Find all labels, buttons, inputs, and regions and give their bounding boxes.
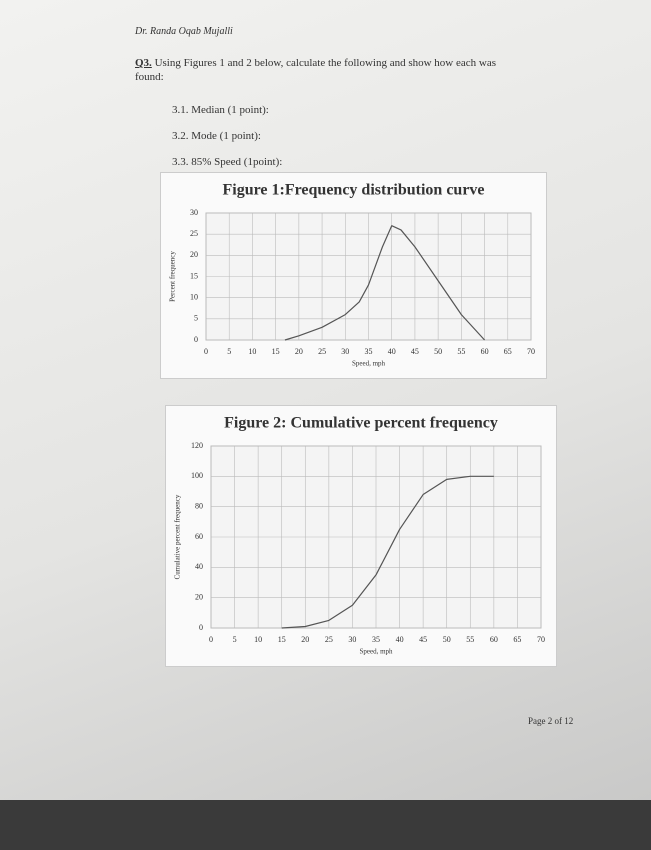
question-text: Using Figures 1 and 2 below, calculate t… xyxy=(135,57,496,83)
x-tick-label: 30 xyxy=(348,635,356,644)
item: 3.1. Median (1 point): xyxy=(172,104,269,116)
x-tick-label: 55 xyxy=(466,635,474,644)
y-tick-label: 100 xyxy=(191,471,203,480)
y-tick-label: 20 xyxy=(190,250,198,259)
curve xyxy=(284,225,486,341)
x-tick-label: 20 xyxy=(295,347,303,356)
y-tick-label: 15 xyxy=(190,271,198,280)
x-tick-label: 25 xyxy=(318,347,326,356)
x-tick-label: 0 xyxy=(209,635,213,644)
y-axis-label: Cumulative percent frequency xyxy=(174,494,182,579)
y-tick-label: 60 xyxy=(195,532,203,541)
figure-1: Figure 1:Frequency distribution curve 0 5 1… xyxy=(160,172,547,379)
y-tick-label: 0 xyxy=(199,623,203,632)
x-tick-label: 50 xyxy=(434,347,442,356)
x-tick-label: 50 xyxy=(443,635,451,644)
question-number: Q3. xyxy=(135,57,152,69)
x-tick-label: 15 xyxy=(278,635,286,644)
x-tick-label: 40 xyxy=(396,635,404,644)
y-tick-label: 5 xyxy=(194,314,198,323)
x-tick-label: 30 xyxy=(341,347,349,356)
x-axis-label: Speed, mph xyxy=(352,360,386,368)
figure-2: Figure 2: Cumulative percent frequency 0 2… xyxy=(165,405,557,667)
x-tick-label: 35 xyxy=(365,347,373,356)
x-tick-label: 35 xyxy=(372,635,380,644)
y-tick-label: 0 xyxy=(194,335,198,344)
y-tick-label: 25 xyxy=(190,229,198,238)
x-tick-label: 60 xyxy=(490,635,498,644)
chart-title: Figure 1:Frequency distribution curve xyxy=(222,182,484,199)
x-tick-label: 10 xyxy=(248,347,256,356)
y-tick-label: 20 xyxy=(195,592,203,601)
item: 3.3. 85% Speed (1point): xyxy=(172,156,283,168)
x-tick-label: 65 xyxy=(504,347,512,356)
y-tick-label: 80 xyxy=(195,501,203,510)
chart-title: Figure 2: Cumulative percent frequency xyxy=(224,415,498,432)
x-tick-label: 70 xyxy=(527,347,535,356)
x-tick-label: 5 xyxy=(233,635,237,644)
y-axis-label: Percent frequency xyxy=(169,251,177,302)
y-tick-label: 40 xyxy=(195,562,203,571)
x-tick-label: 60 xyxy=(481,347,489,356)
y-tick-label: 10 xyxy=(190,292,198,301)
footer: Page 2 of 12 xyxy=(528,716,574,726)
y-tick-label: 120 xyxy=(191,441,203,450)
x-tick-label: 70 xyxy=(537,635,545,644)
x-tick-label: 15 xyxy=(272,347,280,356)
x-tick-label: 20 xyxy=(301,635,309,644)
question: Q3. Using Figures 1 and 2 below, calcula… xyxy=(135,56,525,84)
x-tick-label: 0 xyxy=(204,347,208,356)
item: 3.2. Mode (1 point): xyxy=(172,130,261,142)
paper: Dr. Randa Oqab Mujalli Q3. Using Figures… xyxy=(0,0,651,800)
x-axis-label: Speed, mph xyxy=(359,648,393,656)
y-tick-label: 30 xyxy=(190,208,198,217)
x-tick-label: 65 xyxy=(513,635,521,644)
x-tick-label: 45 xyxy=(419,635,427,644)
x-tick-label: 40 xyxy=(388,347,396,356)
x-tick-label: 45 xyxy=(411,347,419,356)
x-tick-label: 10 xyxy=(254,635,262,644)
x-tick-label: 5 xyxy=(227,347,231,356)
x-tick-label: 25 xyxy=(325,635,333,644)
author: Dr. Randa Oqab Mujalli xyxy=(135,26,233,37)
curve xyxy=(281,475,494,629)
x-tick-label: 55 xyxy=(457,347,465,356)
